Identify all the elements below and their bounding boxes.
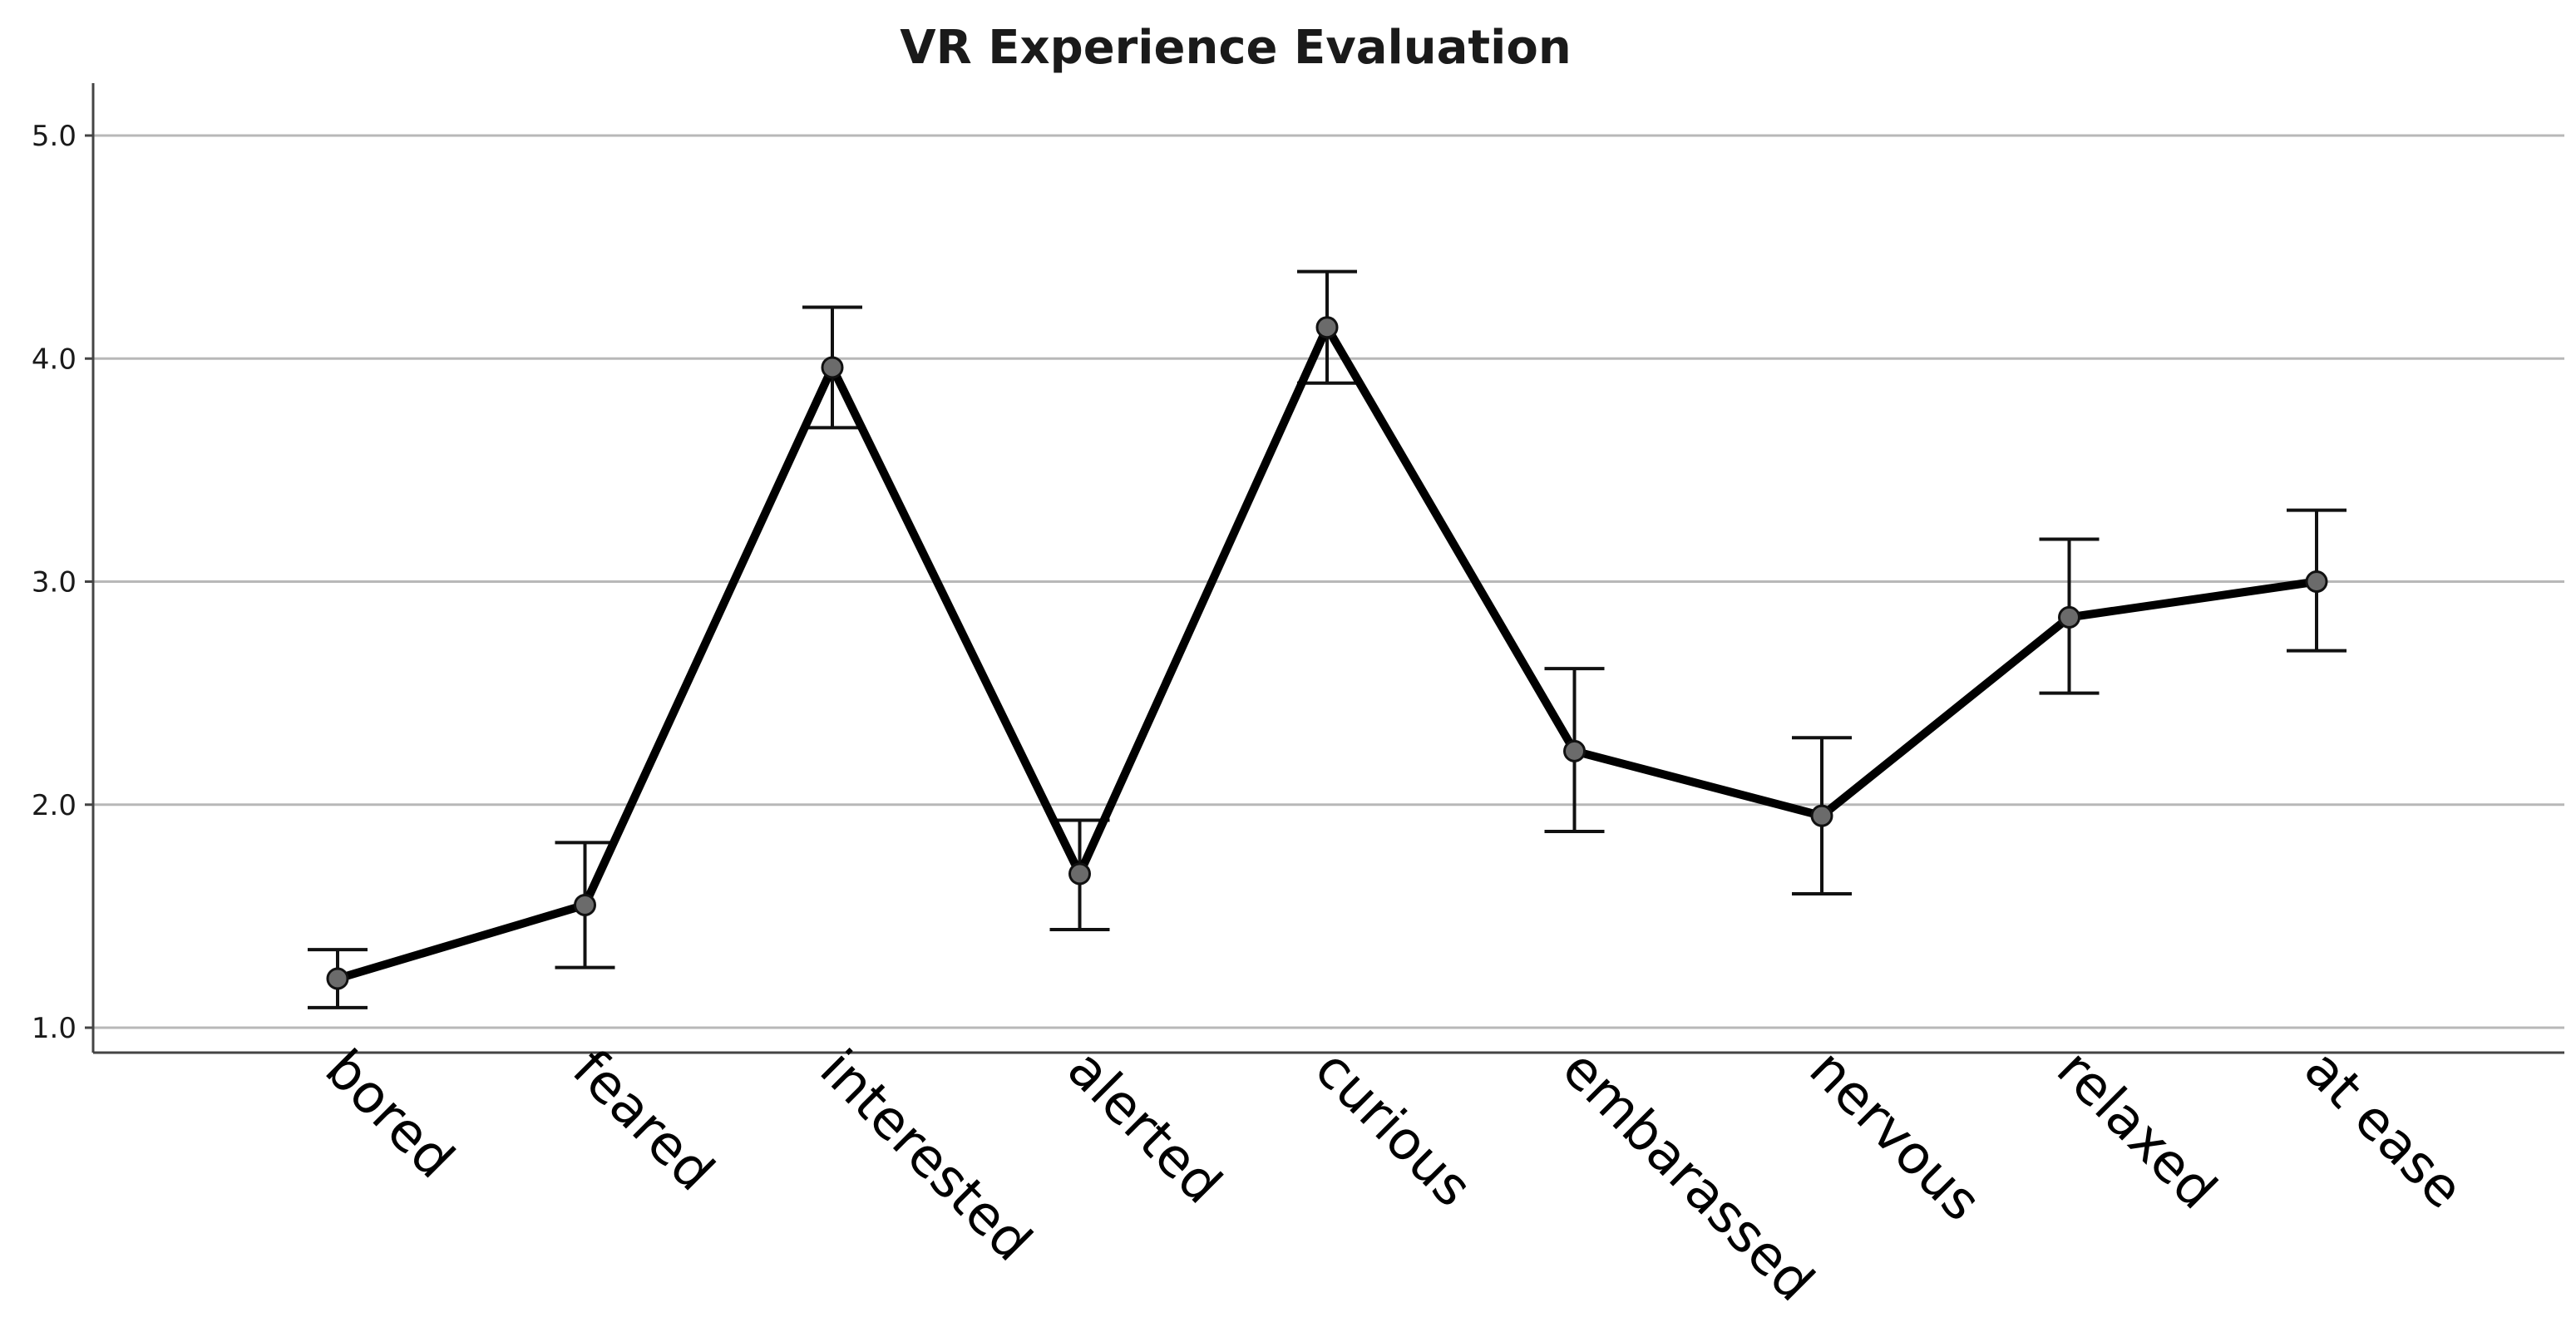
data-point: [574, 893, 596, 916]
x-tick-label: curious: [1303, 1038, 1483, 1219]
data-point: [326, 967, 349, 990]
data-point: [1315, 316, 1339, 339]
x-ticks: bored feared interested alerted curious embar…: [313, 1038, 2475, 1314]
data-point: [1810, 804, 1833, 827]
gridlines: [93, 134, 2564, 1029]
axes: [91, 83, 2564, 1054]
x-tick-label: nervous: [1798, 1038, 1992, 1233]
series-line-group: [336, 318, 2317, 983]
x-tick-label: feared: [560, 1038, 725, 1203]
data-point: [821, 356, 844, 379]
chart-title: VR Experience Evaluation: [900, 21, 1571, 75]
data-point: [2058, 605, 2080, 629]
data-points: [326, 316, 2328, 990]
x-tick-label: at ease: [2292, 1038, 2475, 1221]
y-ticks: 1.0 2.0 3.0 4.0 5.0: [32, 120, 93, 1045]
y-tick-label: 2.0: [32, 789, 76, 822]
series-line: [336, 318, 2317, 983]
y-tick-label: 5.0: [32, 120, 76, 153]
x-tick-label: alerted: [1055, 1038, 1232, 1216]
y-tick-label: 1.0: [32, 1012, 76, 1045]
data-point: [1563, 739, 1586, 762]
x-tick-label: relaxed: [2045, 1038, 2228, 1221]
x-tick-label: embarassed: [1550, 1038, 1825, 1314]
data-point: [1068, 862, 1091, 886]
x-tick-label: interested: [808, 1038, 1044, 1274]
y-tick-label: 3.0: [32, 566, 76, 599]
y-tick-label: 4.0: [32, 343, 76, 376]
data-point: [2305, 570, 2328, 593]
x-tick-label: bored: [313, 1038, 466, 1191]
